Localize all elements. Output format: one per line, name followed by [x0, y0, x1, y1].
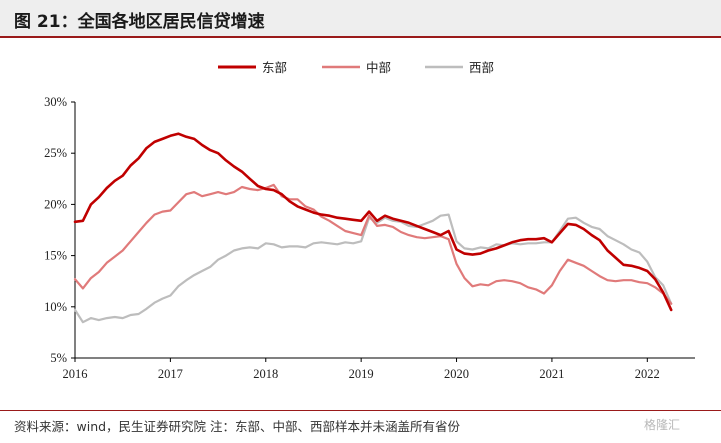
y-tick-label: 25%	[44, 146, 67, 160]
y-tick-label: 5%	[50, 351, 67, 365]
watermark-logo: 格隆汇	[644, 418, 681, 432]
y-tick-label: 15%	[44, 249, 67, 263]
x-tick-label: 2020	[444, 367, 469, 381]
footer-rule	[0, 410, 721, 411]
source-note: 资料来源：wind，民生证券研究院 注：东部、中部、西部样本并未涵盖所有省份	[14, 419, 461, 434]
legend: 东部 中部 西部	[218, 60, 494, 75]
line-chart: 东部 中部 西部 5% 10% 15% 20% 25% 30% 2016 2017 2018 2019…	[44, 60, 695, 381]
series-line-0	[73, 132, 673, 312]
x-tick-label: 2021	[539, 367, 564, 381]
x-tick-label: 2022	[635, 367, 660, 381]
x-tick-label: 2016	[63, 367, 88, 381]
x-tick-label: 2017	[158, 367, 183, 381]
series-line-1	[73, 183, 673, 305]
x-tick-label: 2019	[349, 367, 374, 381]
axes: 5% 10% 15% 20% 25% 30% 2016 2017 2018 2019 2020 202…	[44, 95, 695, 381]
series-line-2	[73, 213, 673, 324]
y-tick-label: 10%	[44, 300, 67, 314]
legend-label-0: 东部	[262, 60, 287, 75]
legend-label-2: 西部	[469, 60, 494, 75]
title-bar: 图 21：全国各地区居民信贷增速	[0, 0, 721, 36]
legend-label-1: 中部	[366, 60, 391, 75]
y-tick-label: 20%	[44, 197, 67, 211]
x-tick-label: 2018	[253, 367, 278, 381]
title-rule	[0, 36, 721, 38]
y-tick-label: 30%	[44, 95, 67, 109]
series-layer	[73, 132, 673, 324]
figure-title: 图 21：全国各地区居民信贷增速	[14, 12, 265, 32]
